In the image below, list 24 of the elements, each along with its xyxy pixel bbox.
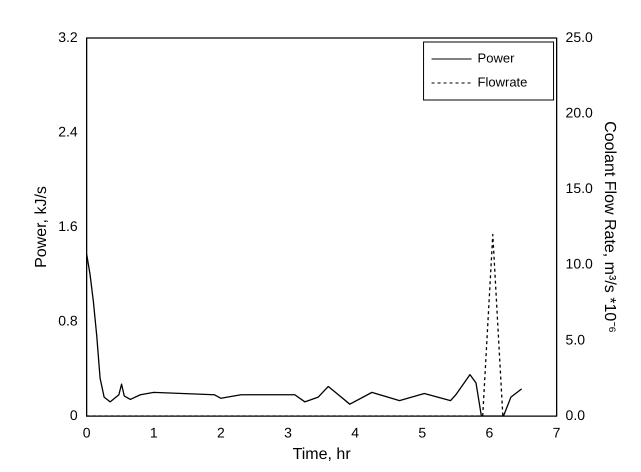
- y2-tick-label: 25.0: [566, 28, 594, 45]
- x-axis-title: Time, hr: [292, 446, 352, 463]
- x-tick-label: 1: [150, 424, 158, 440]
- x-tick-label: 0: [82, 424, 91, 440]
- y-tick-label: 1.6: [58, 218, 78, 234]
- legend-label: Flowrate: [478, 74, 528, 90]
- y-tick-label: 3.2: [58, 28, 78, 45]
- y2-tick-label: 5.0: [566, 331, 586, 348]
- x-tick-label: 3: [284, 424, 292, 440]
- x-tick-label: 5: [418, 424, 426, 440]
- y2-tick-label: 10.0: [566, 256, 594, 272]
- x-tick-label: 2: [217, 424, 226, 440]
- y-tick-label: 0.8: [58, 312, 78, 328]
- y2-tick-label: 15.0: [566, 180, 594, 196]
- x-tick-label: 4: [351, 424, 360, 440]
- x-tick-label: 6: [486, 424, 494, 440]
- x-tick-label: 7: [552, 424, 561, 440]
- y2-tick-label: 0.0: [566, 406, 586, 423]
- y-tick-label: 0: [70, 406, 78, 423]
- legend-label: Power: [478, 50, 516, 66]
- y-tick-label: 2.4: [58, 123, 78, 140]
- y2-tick-label: 20.0: [566, 104, 594, 120]
- y2-axis-title: Coolant Flow Rate, m³/s *10⁻⁶: [600, 121, 618, 333]
- y-axis-title: Power, kJ/s: [33, 186, 50, 268]
